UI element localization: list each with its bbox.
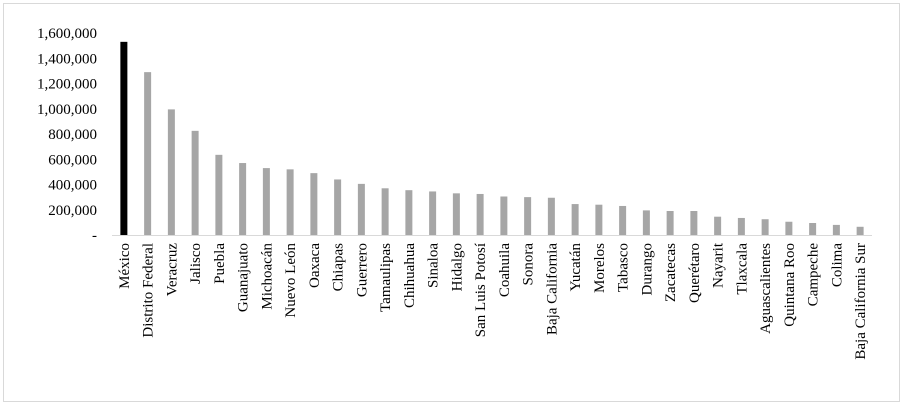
x-tick-label: Nayarit [711, 242, 727, 288]
x-tick-label: Distrito Federal [141, 243, 157, 338]
bar [452, 193, 460, 235]
y-tick-label: 600,000 [48, 152, 97, 168]
x-tick-label: Veracruz [164, 243, 180, 297]
bar [642, 210, 650, 235]
x-tick-label: Jalisco [188, 243, 204, 284]
bar [666, 211, 674, 235]
y-tick-label: 1,600,000 [37, 26, 97, 42]
bar [120, 41, 128, 236]
bar [191, 130, 199, 235]
bar [832, 224, 840, 235]
bar [286, 169, 294, 235]
x-tick-label: Hidalgo [449, 243, 465, 291]
bar [167, 109, 175, 235]
bar [690, 211, 698, 235]
x-tick-label: Oaxaca [307, 243, 323, 288]
x-tick-label: Campeche [806, 243, 822, 307]
x-tick-label: Quintana Roo [782, 243, 798, 327]
bar [310, 173, 318, 235]
x-tick-label: Tlaxcala [734, 243, 750, 295]
x-tick-label: Morelos [592, 243, 608, 293]
bar [429, 191, 437, 235]
y-tick-label: 1,200,000 [37, 77, 97, 93]
x-tick-label: Durango [639, 243, 655, 296]
bar [547, 197, 555, 235]
x-tick-label: Sinaloa [426, 243, 442, 288]
bar [809, 223, 817, 235]
bars [120, 41, 864, 236]
chart-frame: - 200,000 400,000 600,000 800,000 1,000,000 1,… [3, 3, 900, 402]
bar [524, 197, 532, 235]
bar [500, 196, 508, 235]
x-tick-label: Baja California [544, 243, 560, 335]
y-axis: - 200,000 400,000 600,000 800,000 1,000,000 1,… [37, 26, 97, 244]
x-axis: México Distrito Federal Veracruz Jalisco Pue… [112, 235, 872, 360]
bar [619, 205, 627, 235]
x-tick-label: Baja California Sur [853, 243, 869, 360]
bar [357, 183, 365, 235]
bar [856, 226, 864, 235]
bar [239, 163, 247, 235]
x-tick-label: Aguascalientes [758, 243, 774, 334]
x-tick-label: Colima [829, 243, 845, 288]
bar [144, 72, 152, 235]
x-tick-label: Guanajuato [236, 243, 252, 312]
x-tick-label: Zacatecas [663, 243, 679, 302]
bar [381, 188, 389, 235]
x-tick-label: Puebla [212, 243, 228, 284]
bar-chart: - 200,000 400,000 600,000 800,000 1,000,000 1,… [37, 26, 872, 360]
bar [761, 219, 769, 235]
bar [595, 204, 603, 235]
x-tick-label: Tabasco [616, 243, 632, 292]
bar [571, 204, 579, 235]
y-tick-label: 1,000,000 [37, 102, 97, 118]
bar [262, 168, 270, 235]
bar [405, 190, 413, 235]
x-tick-label: México [117, 243, 133, 289]
x-tick-label: Chiapas [331, 243, 347, 291]
bar [334, 179, 342, 235]
x-tick-label: Querétaro [687, 243, 703, 303]
bar [215, 154, 223, 235]
x-tick-label: Guerrero [354, 243, 370, 297]
x-tick-label: Sonora [521, 243, 537, 286]
y-tick-label: 200,000 [48, 203, 97, 219]
x-tick-label: Yucatán [568, 243, 584, 292]
bar [714, 216, 722, 235]
y-tick-label: 800,000 [48, 127, 97, 143]
x-tick-label: Tamaulipas [378, 243, 394, 312]
y-tick-label: 1,400,000 [37, 51, 97, 67]
y-tick-label: 400,000 [48, 178, 97, 194]
x-tick-label: Coahuila [497, 243, 513, 297]
x-tick-label: Chihuahua [402, 243, 418, 308]
bar [476, 193, 484, 235]
x-tick-label: Michoacán [259, 243, 275, 310]
x-tick-label: Nuevo León [283, 243, 299, 318]
y-tick-label: - [92, 228, 97, 244]
bar [737, 217, 745, 235]
x-tick-label: San Luis Potosí [473, 243, 489, 337]
bar [785, 221, 793, 235]
